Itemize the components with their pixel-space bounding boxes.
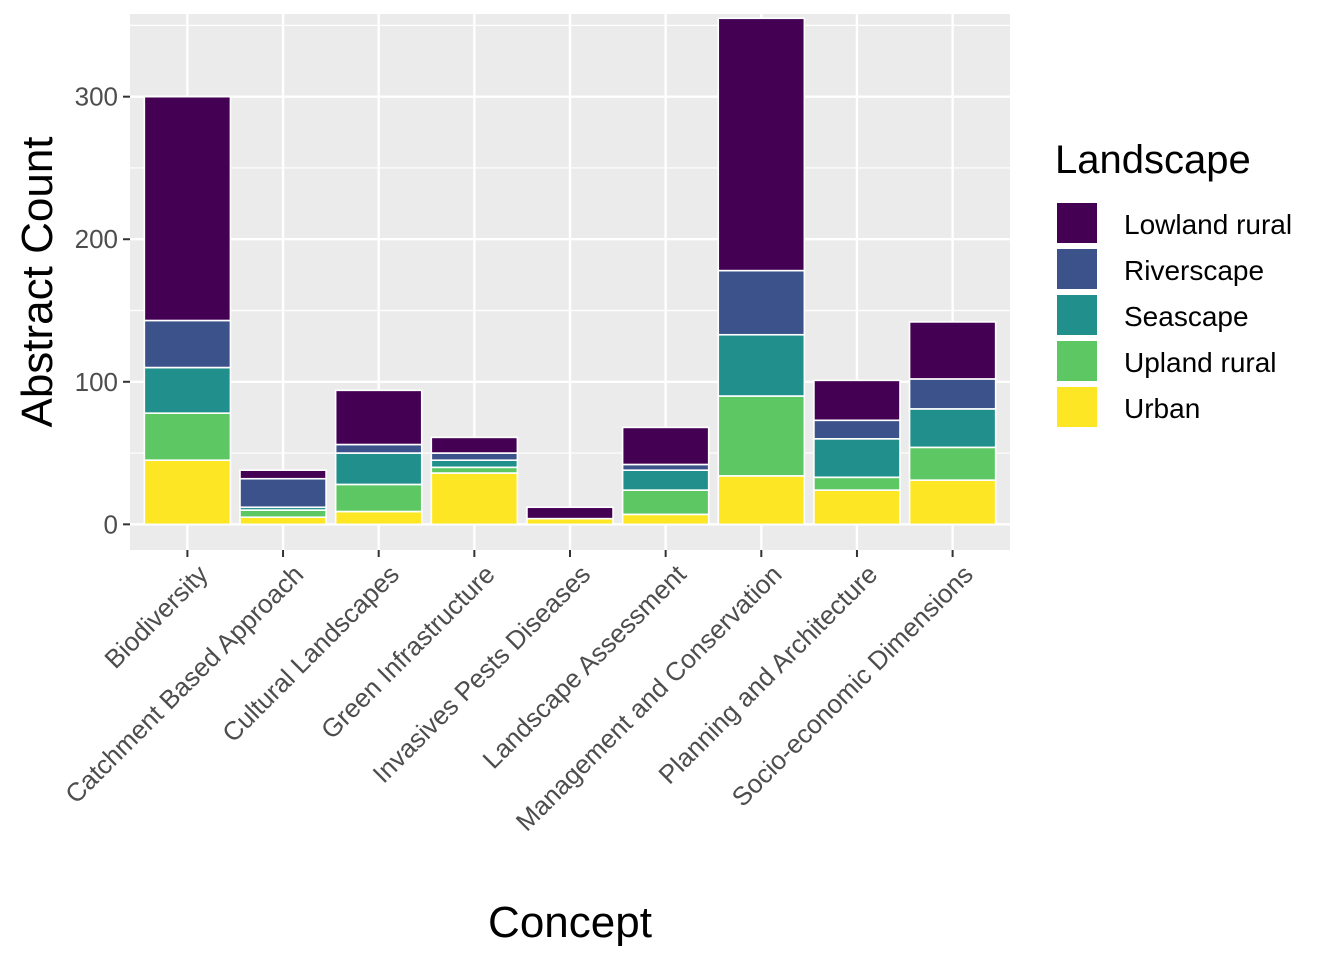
- bar-segment: [717, 333, 806, 397]
- bar-segment: [430, 472, 519, 526]
- bar-segment: [526, 517, 614, 526]
- legend-key: [1057, 249, 1097, 289]
- y-axis: 0 100 200 300: [75, 82, 130, 539]
- bar-segment: [908, 378, 997, 410]
- x-tick-label: Green Infrastructure: [315, 559, 501, 745]
- bar-segment: [143, 366, 232, 414]
- bar-segment: [143, 412, 232, 461]
- bar-segment: [717, 395, 806, 477]
- legend: Landscape Lowland rural Riverscape Seascap…: [1055, 138, 1292, 427]
- legend-label: Seascape: [1124, 301, 1249, 332]
- bar-segment: [430, 436, 519, 454]
- bar-segment: [143, 459, 232, 526]
- bar-segment: [621, 469, 710, 491]
- bar-segment: [239, 469, 327, 480]
- bar-segment: [717, 269, 806, 336]
- bar-segment: [908, 321, 997, 380]
- y-tick-label: 200: [75, 224, 118, 254]
- bar-segment: [717, 475, 806, 526]
- bar-segment: [813, 379, 901, 422]
- bar-segment: [430, 459, 519, 469]
- bar-segment: [813, 476, 901, 491]
- bar-segment: [908, 446, 997, 481]
- legend-key: [1057, 203, 1097, 243]
- bars: [143, 17, 997, 526]
- bar-segment: [334, 443, 423, 454]
- x-axis-title: Concept: [488, 898, 652, 947]
- bar-segment: [430, 452, 519, 461]
- bar-segment: [334, 452, 423, 486]
- legend-label: Riverscape: [1124, 255, 1264, 286]
- bar-segment: [143, 319, 232, 369]
- legend-label: Lowland rural: [1124, 209, 1292, 240]
- bar-segment: [239, 516, 327, 526]
- legend-key: [1057, 341, 1097, 381]
- bar-segment: [239, 509, 327, 519]
- y-axis-title: Abstract Count: [13, 136, 62, 427]
- bar-segment: [908, 408, 997, 449]
- legend-label: Urban: [1124, 393, 1200, 424]
- x-tick-label: Cultural Landscapes: [216, 559, 405, 748]
- legend-key: [1057, 387, 1097, 427]
- legend-title: Landscape: [1055, 138, 1251, 182]
- bar-segment: [239, 477, 327, 509]
- bar-segment: [621, 463, 710, 471]
- bar-segment: [143, 95, 232, 322]
- bar-segment: [908, 479, 997, 526]
- legend-key: [1057, 295, 1097, 335]
- bar-segment: [430, 466, 519, 474]
- bar-segment: [526, 506, 614, 520]
- bar-segment: [717, 17, 806, 272]
- legend-label: Upland rural: [1124, 347, 1277, 378]
- bar-segment: [621, 513, 710, 526]
- y-tick-label: 100: [75, 367, 118, 397]
- bar-segment: [813, 438, 901, 479]
- bar-segment: [813, 489, 901, 526]
- bar-segment: [334, 483, 423, 513]
- bar-segment: [334, 510, 423, 526]
- bar-segment: [621, 426, 710, 466]
- y-tick-label: 300: [75, 82, 118, 112]
- y-tick-label: 0: [104, 509, 118, 539]
- bar-segment: [334, 389, 423, 446]
- bar-segment: [813, 419, 901, 440]
- bar-segment: [621, 489, 710, 516]
